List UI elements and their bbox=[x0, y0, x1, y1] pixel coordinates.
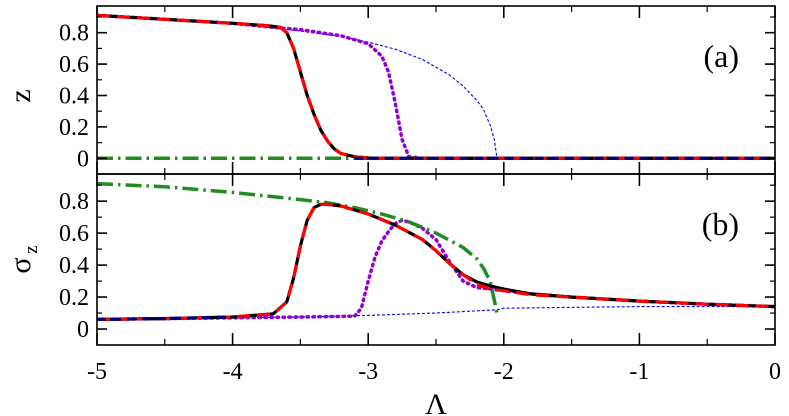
series-line-a-blue-thin-dashed bbox=[97, 14, 775, 159]
y-tick-label-a: 0.6 bbox=[59, 52, 89, 78]
x-tick-label: -5 bbox=[87, 359, 107, 385]
panel-tag-b: (b) bbox=[702, 206, 739, 242]
y-tick-label-a: 0.4 bbox=[59, 83, 89, 109]
y-tick-label-b: 0.4 bbox=[59, 253, 89, 279]
plot-frame-a bbox=[96, 5, 776, 175]
x-tick-label: -3 bbox=[358, 359, 378, 385]
x-axis: -5 -4 -3 -2 -1 0 Λ bbox=[87, 359, 781, 416]
series-group-a bbox=[97, 13, 775, 161]
panel-tag-a: (a) bbox=[703, 38, 739, 74]
series-group-b bbox=[97, 181, 775, 322]
series-line-a-red-dashed bbox=[97, 13, 775, 160]
y-axis-label-sub-b: z bbox=[21, 245, 42, 253]
y-axis-label-a: z bbox=[4, 89, 37, 102]
series-line-b-red-dashed bbox=[97, 202, 775, 321]
series-line-b-purple-dotted bbox=[97, 218, 775, 322]
series-line-b-black-solid bbox=[97, 202, 775, 321]
series-line-b-navy-dashed bbox=[97, 315, 233, 321]
panel-b: 0 0.2 0.4 0.6 0.8 σz (b) bbox=[4, 173, 776, 346]
series-line-a-black-solid bbox=[97, 13, 775, 160]
x-tick-label: -4 bbox=[223, 359, 243, 385]
y-tick-label-a: 0 bbox=[77, 146, 89, 172]
y-tick-label-a: 0.8 bbox=[59, 21, 89, 47]
series-line-b-green-dash-dot bbox=[97, 181, 499, 314]
y-tick-label-b: 0.6 bbox=[59, 221, 89, 247]
y-tick-label-b: 0.2 bbox=[59, 285, 89, 311]
y-tick-label-a: 0.2 bbox=[59, 115, 89, 141]
panel-a: 0 0.2 0.4 0.6 0.8 z (a) bbox=[4, 5, 776, 175]
y-axis-label-b: σ bbox=[4, 257, 37, 273]
y-tick-label-b: 0.8 bbox=[59, 189, 89, 215]
x-tick-label: -1 bbox=[629, 359, 649, 385]
x-axis-label: Λ bbox=[425, 388, 447, 416]
series-line-a-purple-dotted bbox=[97, 13, 775, 161]
y-tick-label-b: 0 bbox=[77, 317, 89, 343]
x-tick-label: 0 bbox=[769, 359, 781, 385]
x-tick-label: -2 bbox=[494, 359, 514, 385]
